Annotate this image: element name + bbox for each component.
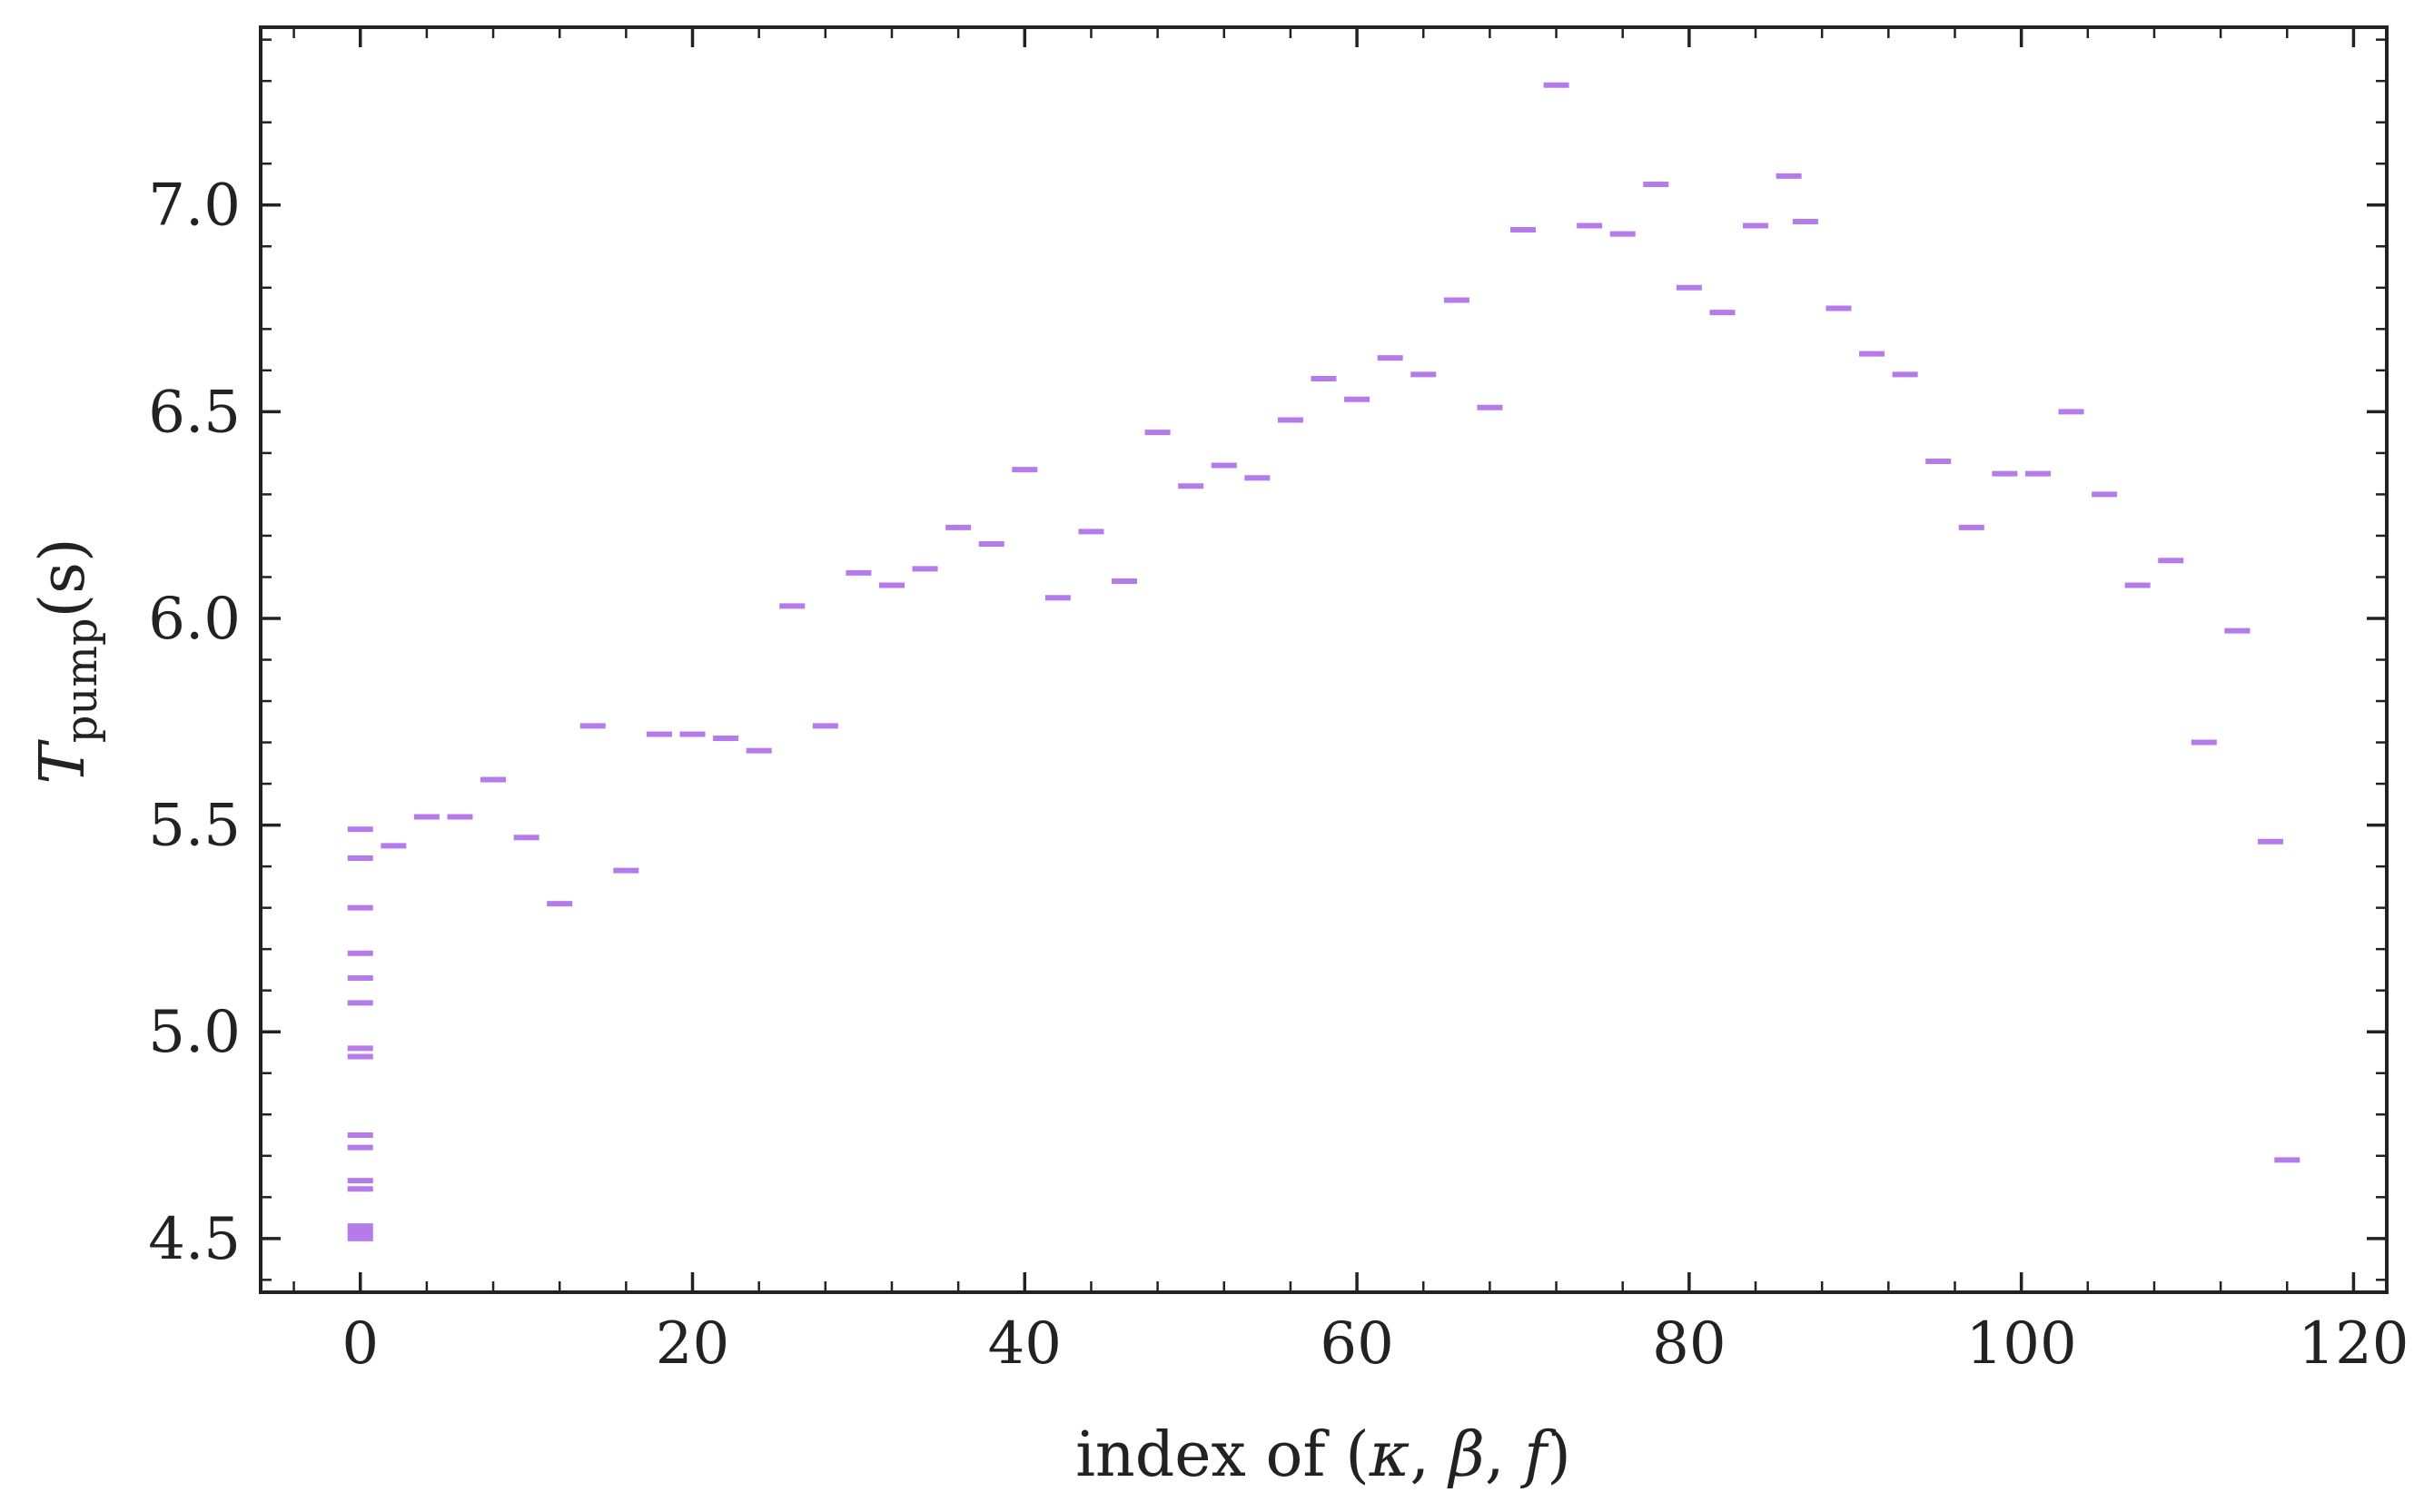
axis-ticks [261, 27, 2387, 1292]
y-tick-labels: 4.5 5.0 5.5 6.0 6.5 7.0 [148, 173, 241, 1273]
x-axis-label: index of (κ, β, f) [1075, 1419, 1571, 1491]
y-tick-label: 5.0 [148, 999, 241, 1066]
x-axis-label-text: index of ( [1075, 1419, 1370, 1491]
x-tick-label: 60 [1320, 1310, 1393, 1378]
y-tick-label: 4.5 [148, 1206, 241, 1273]
x-axis-label-beta: β [1447, 1419, 1485, 1491]
x-tick-label: 20 [656, 1310, 729, 1378]
y-axis-label: Tpump(s) [27, 538, 107, 784]
x-axis-label-close: ) [1547, 1419, 1571, 1491]
y-axis-label-sub: pump [56, 618, 107, 743]
x-tick-labels: 0 20 40 60 80 100 120 [341, 1310, 2409, 1378]
y-tick-label: 6.5 [148, 379, 241, 446]
x-tick-label: 80 [1652, 1310, 1726, 1378]
y-tick-label: 7.0 [148, 173, 241, 240]
x-tick-label: 0 [341, 1310, 379, 1378]
x-tick-label: 120 [2298, 1310, 2409, 1378]
y-tick-label: 6.0 [148, 586, 241, 653]
y-axis-label-main: T [27, 739, 99, 785]
data-marks [347, 82, 2300, 1241]
x-tick-label: 100 [1966, 1310, 2077, 1378]
x-tick-label: 40 [988, 1310, 1062, 1378]
plot-frame [259, 25, 2389, 1294]
y-axis-label-unit: (s) [27, 538, 99, 618]
x-axis-label-kappa: κ [1369, 1419, 1410, 1491]
y-tick-label: 5.5 [148, 793, 241, 860]
